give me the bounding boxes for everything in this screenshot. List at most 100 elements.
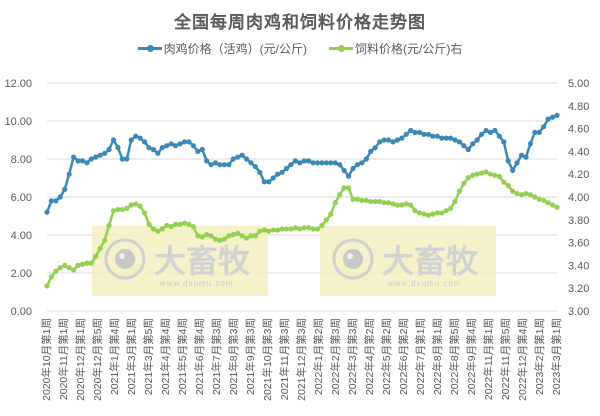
data-point — [292, 225, 298, 231]
y2-tick-label: 3.80 — [568, 215, 589, 227]
data-point — [124, 156, 130, 162]
data-point — [354, 162, 361, 168]
data-point — [146, 145, 152, 151]
x-tick-label: 2022年3月第3周 — [346, 318, 359, 395]
data-point — [372, 198, 378, 205]
data-point — [93, 154, 99, 160]
data-point — [332, 200, 338, 206]
data-point — [434, 133, 440, 139]
data-point — [235, 154, 241, 160]
y-tick-label: 8.00 — [11, 154, 32, 166]
data-point — [93, 253, 99, 259]
chart-title: 全国每周肉鸡和饲料价格走势图 — [174, 13, 426, 32]
data-point — [483, 169, 489, 175]
data-point — [443, 208, 449, 214]
data-point — [403, 201, 409, 207]
data-point — [465, 146, 471, 153]
data-point — [554, 112, 560, 118]
data-point — [195, 233, 201, 239]
data-point — [430, 211, 436, 217]
data-point — [208, 233, 214, 239]
data-point — [337, 192, 343, 198]
data-point — [368, 198, 374, 205]
data-point — [133, 201, 139, 207]
data-point — [341, 167, 347, 173]
x-tick-label: 2021年12月第3周 — [295, 318, 308, 401]
data-point — [421, 131, 427, 137]
data-point — [474, 137, 480, 143]
x-tick-label: 2022年7月第1周 — [414, 318, 427, 395]
data-point — [141, 139, 148, 145]
data-point — [97, 152, 103, 158]
data-point — [177, 221, 183, 227]
data-point — [208, 162, 214, 168]
data-point — [408, 127, 414, 134]
data-point — [345, 185, 352, 191]
x-tick-label: 2022年11月第1周 — [482, 318, 495, 400]
data-point — [518, 152, 525, 158]
x-tick-label: 2022年2月第3周 — [329, 318, 342, 395]
data-point — [57, 265, 63, 271]
data-point — [53, 198, 59, 204]
data-point — [518, 192, 525, 198]
data-point — [479, 170, 485, 176]
y2-tick-label: 4.80 — [568, 101, 589, 113]
y2-tick-label: 3.60 — [568, 238, 589, 250]
data-point — [288, 226, 294, 232]
data-point — [408, 202, 414, 208]
data-point — [212, 160, 219, 166]
data-point — [492, 127, 498, 134]
data-point — [270, 175, 276, 181]
x-tick-label: 2022年4月第2周 — [363, 318, 376, 395]
data-point — [159, 145, 165, 151]
data-point — [181, 220, 188, 226]
data-point — [492, 172, 498, 178]
data-point — [381, 200, 387, 206]
y2-tick-label: 4.00 — [568, 192, 589, 204]
data-point — [487, 171, 494, 177]
data-point — [527, 141, 533, 147]
data-point — [257, 228, 263, 234]
data-point — [430, 133, 436, 139]
data-point — [266, 179, 272, 185]
data-point — [275, 227, 281, 233]
data-point — [257, 169, 263, 175]
data-point — [155, 150, 161, 156]
data-point — [119, 206, 125, 213]
data-point — [319, 222, 325, 229]
data-point — [363, 156, 369, 162]
watermark-url: www.dxumu.com — [159, 279, 233, 288]
data-point — [137, 203, 143, 209]
data-point — [483, 127, 489, 134]
data-point — [474, 171, 480, 177]
data-point — [301, 158, 307, 164]
watermark-brand: 大畜牧 — [154, 242, 251, 280]
data-point — [44, 209, 50, 215]
data-point — [195, 148, 201, 154]
y2-tick-label: 3.20 — [568, 283, 589, 295]
data-point — [505, 158, 511, 164]
left-y-axis: 0.00 2.00 4.00 6.00 8.00 10.00 12.00 — [4, 78, 32, 318]
y2-tick-label: 4.60 — [568, 124, 589, 136]
x-tick-label: 2021年1月第4周 — [108, 318, 121, 395]
data-point — [146, 221, 152, 227]
y-tick-label: 0.00 — [11, 306, 32, 318]
right-y-axis: 3.00 3.20 3.40 3.60 3.80 4.00 4.20 4.40 4.60 4.80… — [568, 78, 589, 318]
data-point — [62, 186, 68, 192]
data-point — [337, 162, 343, 168]
data-point — [283, 165, 290, 172]
chart-legend: 肉鸡价格（活鸡）(元/公斤) 饲料价格(元/公斤)右 — [0, 40, 600, 57]
data-point — [239, 152, 245, 158]
data-point — [368, 148, 374, 154]
data-point — [137, 135, 143, 141]
data-point — [62, 262, 68, 268]
data-point — [554, 204, 560, 210]
data-point — [128, 202, 134, 208]
data-point — [190, 143, 196, 149]
data-point — [243, 156, 250, 162]
data-point — [84, 260, 90, 266]
data-point — [71, 154, 77, 160]
